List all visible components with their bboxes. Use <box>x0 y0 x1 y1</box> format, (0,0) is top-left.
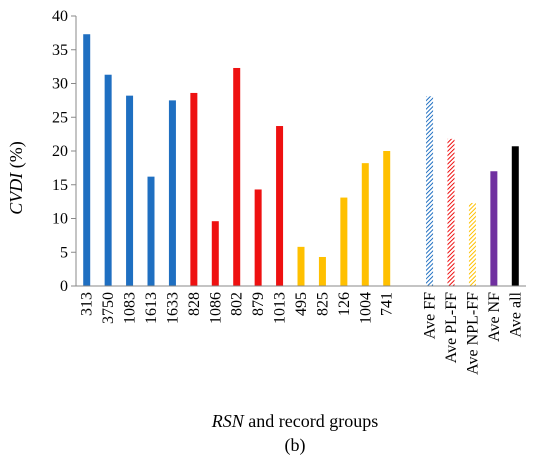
x-axis-title-italic: RSN <box>211 411 245 431</box>
x-tick-label: Ave NF <box>486 292 503 342</box>
bar-ave-pl-ff <box>447 138 455 286</box>
x-tick-label: 1004 <box>357 292 374 324</box>
y-tick-label: 10 <box>52 211 68 228</box>
y-tick-label: 40 <box>52 8 68 25</box>
bar-ave-npl-ff <box>468 202 476 286</box>
bar-ave-ff <box>426 96 434 286</box>
bar-1613 <box>147 176 155 286</box>
y-tick-label: 0 <box>60 278 68 295</box>
x-tick-label: 313 <box>79 292 96 316</box>
x-tick-label: Ave NPL-FF <box>464 292 481 375</box>
bar-495 <box>297 246 305 286</box>
bar-1086 <box>211 221 219 286</box>
y-axis-title-italic: CVDI <box>6 172 26 215</box>
y-tick-label: 30 <box>52 76 68 93</box>
x-tick-label: 3750 <box>100 292 117 324</box>
x-tick-label: 1086 <box>207 292 224 324</box>
figure-caption: (b) <box>285 435 306 456</box>
x-tick-label: 495 <box>293 292 310 316</box>
bar-3750 <box>104 74 112 286</box>
bar-1013 <box>276 126 284 286</box>
bar-741 <box>383 151 391 286</box>
x-tick-label: Ave all <box>507 291 524 337</box>
x-tick-label: Ave PL-FF <box>443 292 460 363</box>
y-tick-label: 15 <box>52 177 68 194</box>
x-axis-title: RSN and record groups <box>211 411 378 431</box>
bar-879 <box>254 189 262 286</box>
y-axis-title: CVDI (%) <box>6 141 27 214</box>
bar-ave-nf <box>490 171 498 286</box>
bar-1004 <box>361 163 369 286</box>
x-axis-title-rest: and record groups <box>244 411 378 431</box>
bar-ave-all <box>511 146 519 286</box>
bar-828 <box>190 92 198 286</box>
x-tick-label: 802 <box>229 292 246 316</box>
y-tick-label: 25 <box>52 109 68 126</box>
x-tick-label: 1083 <box>122 292 139 324</box>
bar-1083 <box>126 95 134 287</box>
x-tick-label: 825 <box>314 292 331 316</box>
x-axis-ticks: 313 3750 1083 1613 1633 828 1086 802 879 1013 495 8… <box>79 291 525 374</box>
x-tick-label: 879 <box>250 292 267 316</box>
x-tick-label: 1613 <box>143 292 160 324</box>
y-tick-label: 20 <box>52 143 68 160</box>
x-tick-label: 1633 <box>164 292 181 324</box>
x-tick-label: Ave FF <box>422 292 439 339</box>
bar-313 <box>83 34 91 287</box>
bar-1633 <box>168 100 176 287</box>
x-tick-label: 126 <box>336 292 353 316</box>
y-tick-label: 5 <box>60 244 68 261</box>
y-tick-label: 35 <box>52 42 68 59</box>
y-axis-title-unit: (%) <box>6 141 27 172</box>
bar-802 <box>233 67 241 286</box>
x-tick-label: 828 <box>186 292 203 316</box>
y-axis-ticks: 0 5 10 15 20 25 30 35 40 <box>52 8 76 295</box>
bars <box>83 34 519 287</box>
x-tick-label: 1013 <box>272 292 289 324</box>
bar-126 <box>340 197 348 286</box>
bar-825 <box>318 256 326 286</box>
x-tick-label: 741 <box>379 292 396 316</box>
